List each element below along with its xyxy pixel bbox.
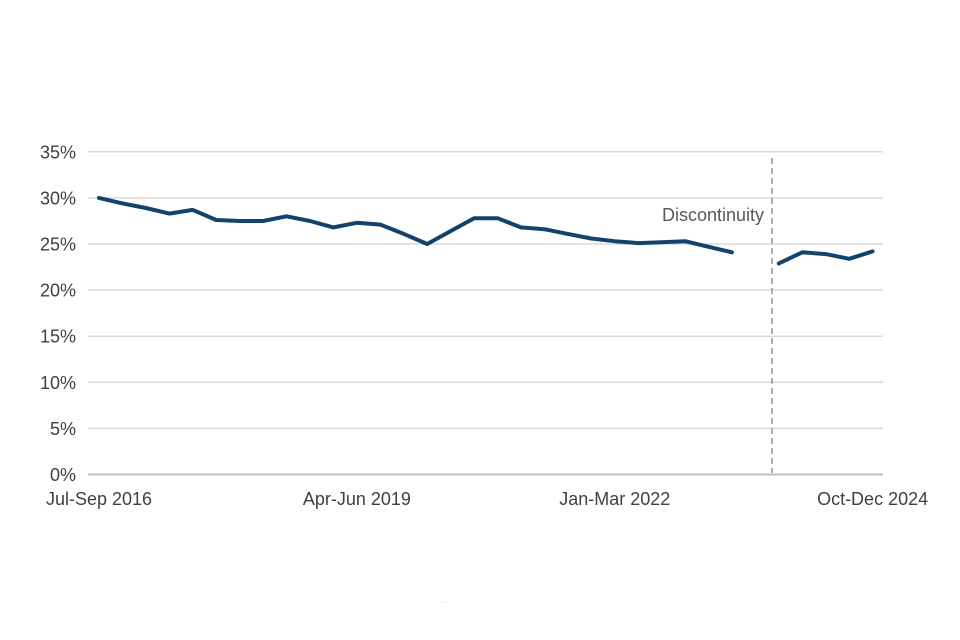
y-tick-label-25%: 25% — [40, 235, 76, 255]
series-line-post-discontinuity — [776, 249, 875, 266]
y-tick-label-5%: 5% — [50, 419, 76, 439]
y-tick-label-35%: 35% — [40, 142, 76, 162]
series-line-pre-discontinuity — [97, 195, 734, 255]
footnote-marks: · · — [441, 599, 448, 606]
x-tick-label: Oct-Dec 2024 — [817, 489, 928, 509]
y-tick-label-0%: 0% — [50, 465, 76, 485]
x-tick-label: Jul-Sep 2016 — [46, 489, 152, 509]
y-tick-label-15%: 15% — [40, 327, 76, 347]
y-tick-label-20%: 20% — [40, 281, 76, 301]
y-tick-label-30%: 30% — [40, 188, 76, 208]
y-tick-label-10%: 10% — [40, 373, 76, 393]
discontinuity-label: Discontinuity — [662, 205, 764, 225]
x-tick-label: Jan-Mar 2022 — [559, 489, 670, 509]
x-tick-label: Apr-Jun 2019 — [303, 489, 411, 509]
